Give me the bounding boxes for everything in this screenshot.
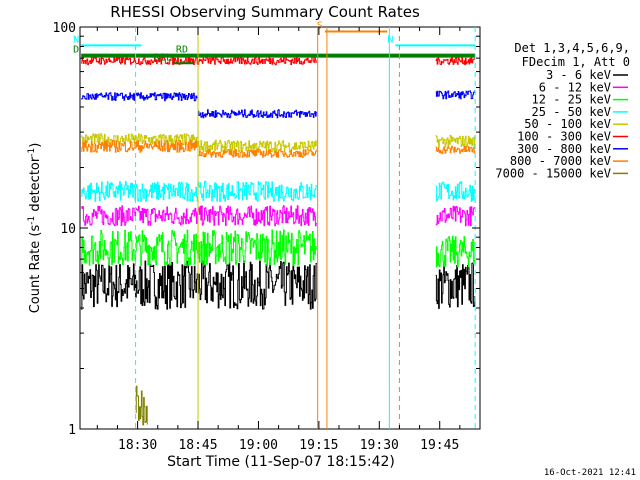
y-axis-label-main: Count Rate (s [28, 225, 43, 314]
series-trace [435, 205, 476, 227]
footer-timestamp: 16-Oct-2021 12:41 [544, 468, 636, 478]
state-flag-label: N [73, 34, 79, 45]
y-axis-label: Count Rate (s-1 detector-1) [27, 143, 43, 314]
series-trace [198, 139, 317, 153]
legend-entry-label: 3 - 6 keV [546, 68, 611, 82]
x-axis: 18:30 18:45 19:00 19:15 19:30 19:45 [96, 27, 481, 453]
legend-entry-label: 7000 - 15000 keV [495, 166, 611, 180]
state-flag-label: D [73, 45, 79, 56]
series-trace [198, 109, 317, 119]
series-25to50keV [81, 180, 476, 202]
x-tick-label: 19:30 [360, 438, 399, 453]
y-tick-label: 10 [60, 222, 76, 237]
legend-entry-label: 12 - 25 keV [532, 93, 611, 107]
series-trace [81, 260, 317, 310]
series-layer [81, 56, 476, 426]
y-axis-label-sup2: -1 [27, 148, 37, 157]
series-7000to15000keV [135, 385, 148, 426]
vertical-markers-layer [135, 27, 476, 429]
series-trace [435, 235, 476, 268]
legend-entry-label: 800 - 7000 keV [510, 154, 611, 168]
legend: Det 1,3,4,5,6,9, FDecim 1, Att 0 3 - 6 k… [495, 41, 630, 180]
series-300to800keV [81, 90, 476, 119]
y-axis: 1 10 100 [53, 21, 480, 438]
x-tick-label: 19:45 [420, 438, 459, 453]
legend-entry-label: 100 - 300 keV [517, 130, 611, 144]
series-trace [435, 145, 476, 155]
x-axis-label: Start Time (11-Sep-07 18:15:42) [167, 454, 395, 470]
series-trace [81, 229, 317, 267]
legend-entry-label: 25 - 50 keV [532, 105, 611, 119]
series-trace [81, 180, 317, 202]
state-flag-label: REL [154, 52, 172, 63]
legend-entry-label: 6 - 12 keV [539, 80, 611, 94]
series-trace [135, 385, 148, 426]
state-flag-label: N [387, 34, 393, 45]
series-trace [435, 56, 476, 66]
x-tick-label: 18:30 [118, 438, 157, 453]
plot-frame [79, 26, 481, 430]
state-flag-label: S [317, 20, 323, 31]
series-12to25keV [81, 229, 476, 268]
y-axis-label-sup1: -1 [27, 216, 37, 225]
x-tick-label: 19:00 [239, 438, 278, 453]
legend-header-line-2: FDecim 1, Att 0 [522, 55, 630, 69]
legend-entry-label: 50 - 100 keV [524, 117, 611, 131]
series-trace [198, 149, 317, 158]
series-trace [435, 181, 476, 202]
series-trace [81, 92, 199, 102]
series-trace [435, 262, 476, 309]
legend-entry-label: 300 - 800 keV [517, 142, 611, 156]
y-axis-label-end: ) [28, 143, 43, 148]
chart-title: RHESSI Observing Summary Count Rates [110, 3, 420, 21]
y-axis-label-mid: detector [28, 156, 43, 216]
series-trace [435, 134, 476, 148]
series-800to7000keV [81, 139, 476, 158]
series-trace [81, 205, 317, 227]
state-flag-label: RD [176, 45, 188, 56]
legend-header-line-1: Det 1,3,4,5,6,9, [514, 41, 630, 55]
series-100to300keV [81, 56, 476, 66]
series-trace [81, 139, 199, 153]
x-tick-label: 19:15 [299, 438, 338, 453]
y-tick-label: 1 [68, 423, 76, 438]
series-trace [435, 90, 476, 100]
series-trace [81, 133, 199, 147]
series-trace [81, 56, 317, 66]
x-tick-label: 18:45 [178, 438, 217, 453]
series-3to6keV [81, 260, 476, 310]
y-tick-label: 100 [53, 21, 76, 36]
series-6to12keV [81, 205, 476, 227]
